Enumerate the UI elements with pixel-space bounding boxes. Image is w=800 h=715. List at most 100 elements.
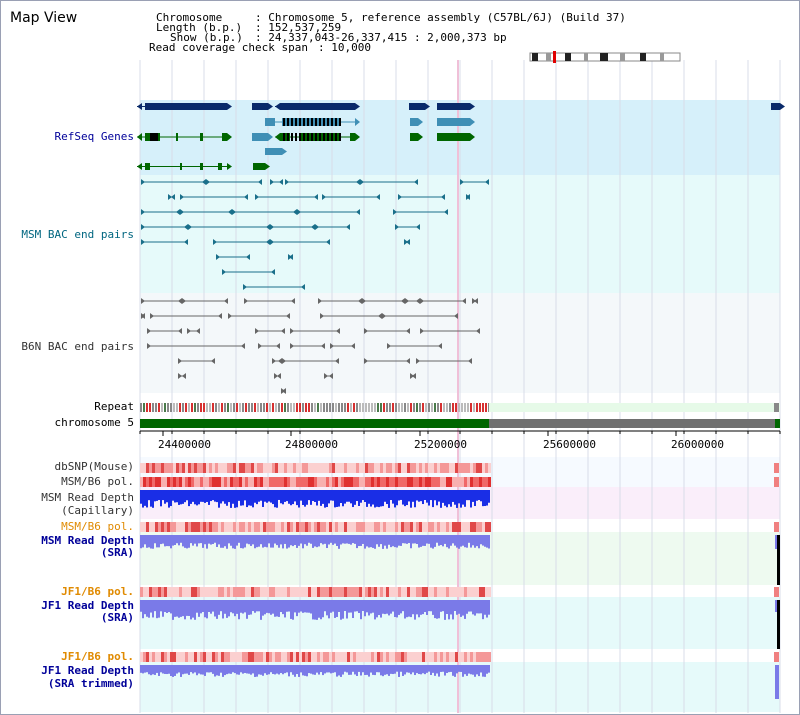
gene-exon xyxy=(200,163,203,170)
depth-bar xyxy=(142,490,144,508)
heat-mark xyxy=(245,477,248,487)
heat-mark xyxy=(380,587,383,597)
depth-bar xyxy=(470,490,472,508)
heat-mark xyxy=(347,463,350,473)
depth-bar xyxy=(194,535,196,544)
depth-bar xyxy=(414,665,416,676)
track-label-repeat[interactable]: Repeat xyxy=(94,400,134,413)
depth-bar xyxy=(368,665,370,677)
depth-bar xyxy=(408,535,410,544)
depth-bar xyxy=(384,490,386,502)
heat-mark xyxy=(275,587,278,597)
depth-bar xyxy=(156,535,158,548)
depth-bar xyxy=(476,490,478,501)
depth-bar xyxy=(190,490,192,504)
bac-end xyxy=(315,224,319,230)
depth-bar xyxy=(420,665,422,675)
depth-bar xyxy=(460,600,462,617)
track-label-jf1-depth-trim-2[interactable]: (SRA trimmed) xyxy=(47,677,134,690)
depth-bar xyxy=(384,535,386,546)
depth-bar xyxy=(140,600,142,612)
depth-bar xyxy=(190,535,192,544)
heat-mark xyxy=(182,477,185,487)
track-label-b6n-bac[interactable]: B6N BAC end pairs xyxy=(21,340,134,353)
track-label-jf1-depth-sra-1[interactable]: JF1 Read Depth xyxy=(41,599,134,612)
heat-mark xyxy=(407,522,410,532)
heat-mark xyxy=(212,477,215,487)
heat-mark xyxy=(344,477,347,487)
chromosome-key: Chromosome xyxy=(156,11,223,24)
track-label-msm-depth-cap-1[interactable]: MSM Read Depth xyxy=(41,491,134,504)
heat-mark xyxy=(296,522,299,532)
heat-mark xyxy=(212,522,215,532)
depth-bar xyxy=(370,535,372,548)
depth-bar xyxy=(344,490,346,504)
depth-bar xyxy=(284,665,286,674)
heat-mark xyxy=(335,477,338,487)
bac-end xyxy=(271,269,275,275)
depth-bar xyxy=(218,665,220,676)
heat-mark xyxy=(293,463,296,473)
heat-mark xyxy=(317,522,320,532)
bac-end xyxy=(460,179,464,185)
bac-end xyxy=(278,358,282,364)
track-label-msm-depth-sra-2[interactable]: (SRA) xyxy=(100,546,134,559)
heat-mark xyxy=(248,477,251,487)
heat-mark xyxy=(242,463,245,473)
heat-mark xyxy=(485,652,488,662)
depth-bar xyxy=(354,490,356,505)
track-label-msm-b6-pol-2[interactable]: MSM/B6 pol. xyxy=(61,520,134,533)
heat-mark xyxy=(209,477,212,487)
track-label-chromosome[interactable]: chromosome 5 xyxy=(54,416,134,429)
track-label-jf1-depth-trim-1[interactable]: JF1 Read Depth xyxy=(41,664,134,677)
gene-arrow xyxy=(410,133,415,141)
heat-mark xyxy=(152,522,155,532)
heat-mark xyxy=(332,477,335,487)
depth-bar xyxy=(156,600,158,619)
heat-mark xyxy=(446,652,449,662)
track-label-msm-depth-sra-1[interactable]: MSM Read Depth xyxy=(41,534,134,547)
repeat-mark xyxy=(365,403,367,412)
depth-bar xyxy=(306,665,308,677)
heat-mark xyxy=(155,477,158,487)
depth-bar xyxy=(350,535,352,545)
heat-mark xyxy=(410,652,413,662)
repeat-mark xyxy=(212,403,214,412)
depth-bar xyxy=(398,600,400,615)
depth-bar xyxy=(404,490,406,507)
heat-mark xyxy=(344,587,347,597)
depth-bar xyxy=(270,535,272,548)
track-label-msm-bac[interactable]: MSM BAC end pairs xyxy=(21,228,134,241)
heat-mark xyxy=(323,587,326,597)
depth-bar xyxy=(442,490,444,503)
depth-bar xyxy=(202,600,204,612)
depth-bar xyxy=(324,535,326,544)
depth-bar xyxy=(378,490,380,508)
depth-bar xyxy=(414,535,416,544)
depth-bar xyxy=(300,535,302,544)
heat-mark xyxy=(257,587,260,597)
depth-bar xyxy=(140,490,142,504)
depth-bar xyxy=(226,600,228,618)
track-label-msm-b6-pol-1[interactable]: MSM/B6 pol. xyxy=(61,475,134,488)
depth-bar xyxy=(342,665,344,675)
track-label-jf1-b6-pol-1[interactable]: JF1/B6 pol. xyxy=(61,585,134,598)
heat-mark xyxy=(383,652,386,662)
depth-bar xyxy=(172,665,174,677)
track-label-jf1-depth-sra-2[interactable]: (SRA) xyxy=(100,611,134,624)
depth-bar xyxy=(164,600,166,613)
track-label-msm-depth-cap-2[interactable]: (Capillary) xyxy=(61,504,134,517)
depth-bar xyxy=(230,665,232,674)
track-label-refseq[interactable]: RefSeq Genes xyxy=(54,130,134,143)
depth-bar xyxy=(142,600,144,619)
heat-mark xyxy=(176,463,179,473)
heat-mark xyxy=(774,587,779,597)
track-label-jf1-b6-pol-2[interactable]: JF1/B6 pol. xyxy=(61,650,134,663)
depth-bar xyxy=(236,490,238,508)
heat-mark xyxy=(774,463,779,473)
heat-mark xyxy=(266,522,269,532)
ideogram-band xyxy=(640,53,646,61)
heat-mark xyxy=(149,652,152,662)
track-label-dbsnp[interactable]: dbSNP(Mouse) xyxy=(54,460,134,473)
